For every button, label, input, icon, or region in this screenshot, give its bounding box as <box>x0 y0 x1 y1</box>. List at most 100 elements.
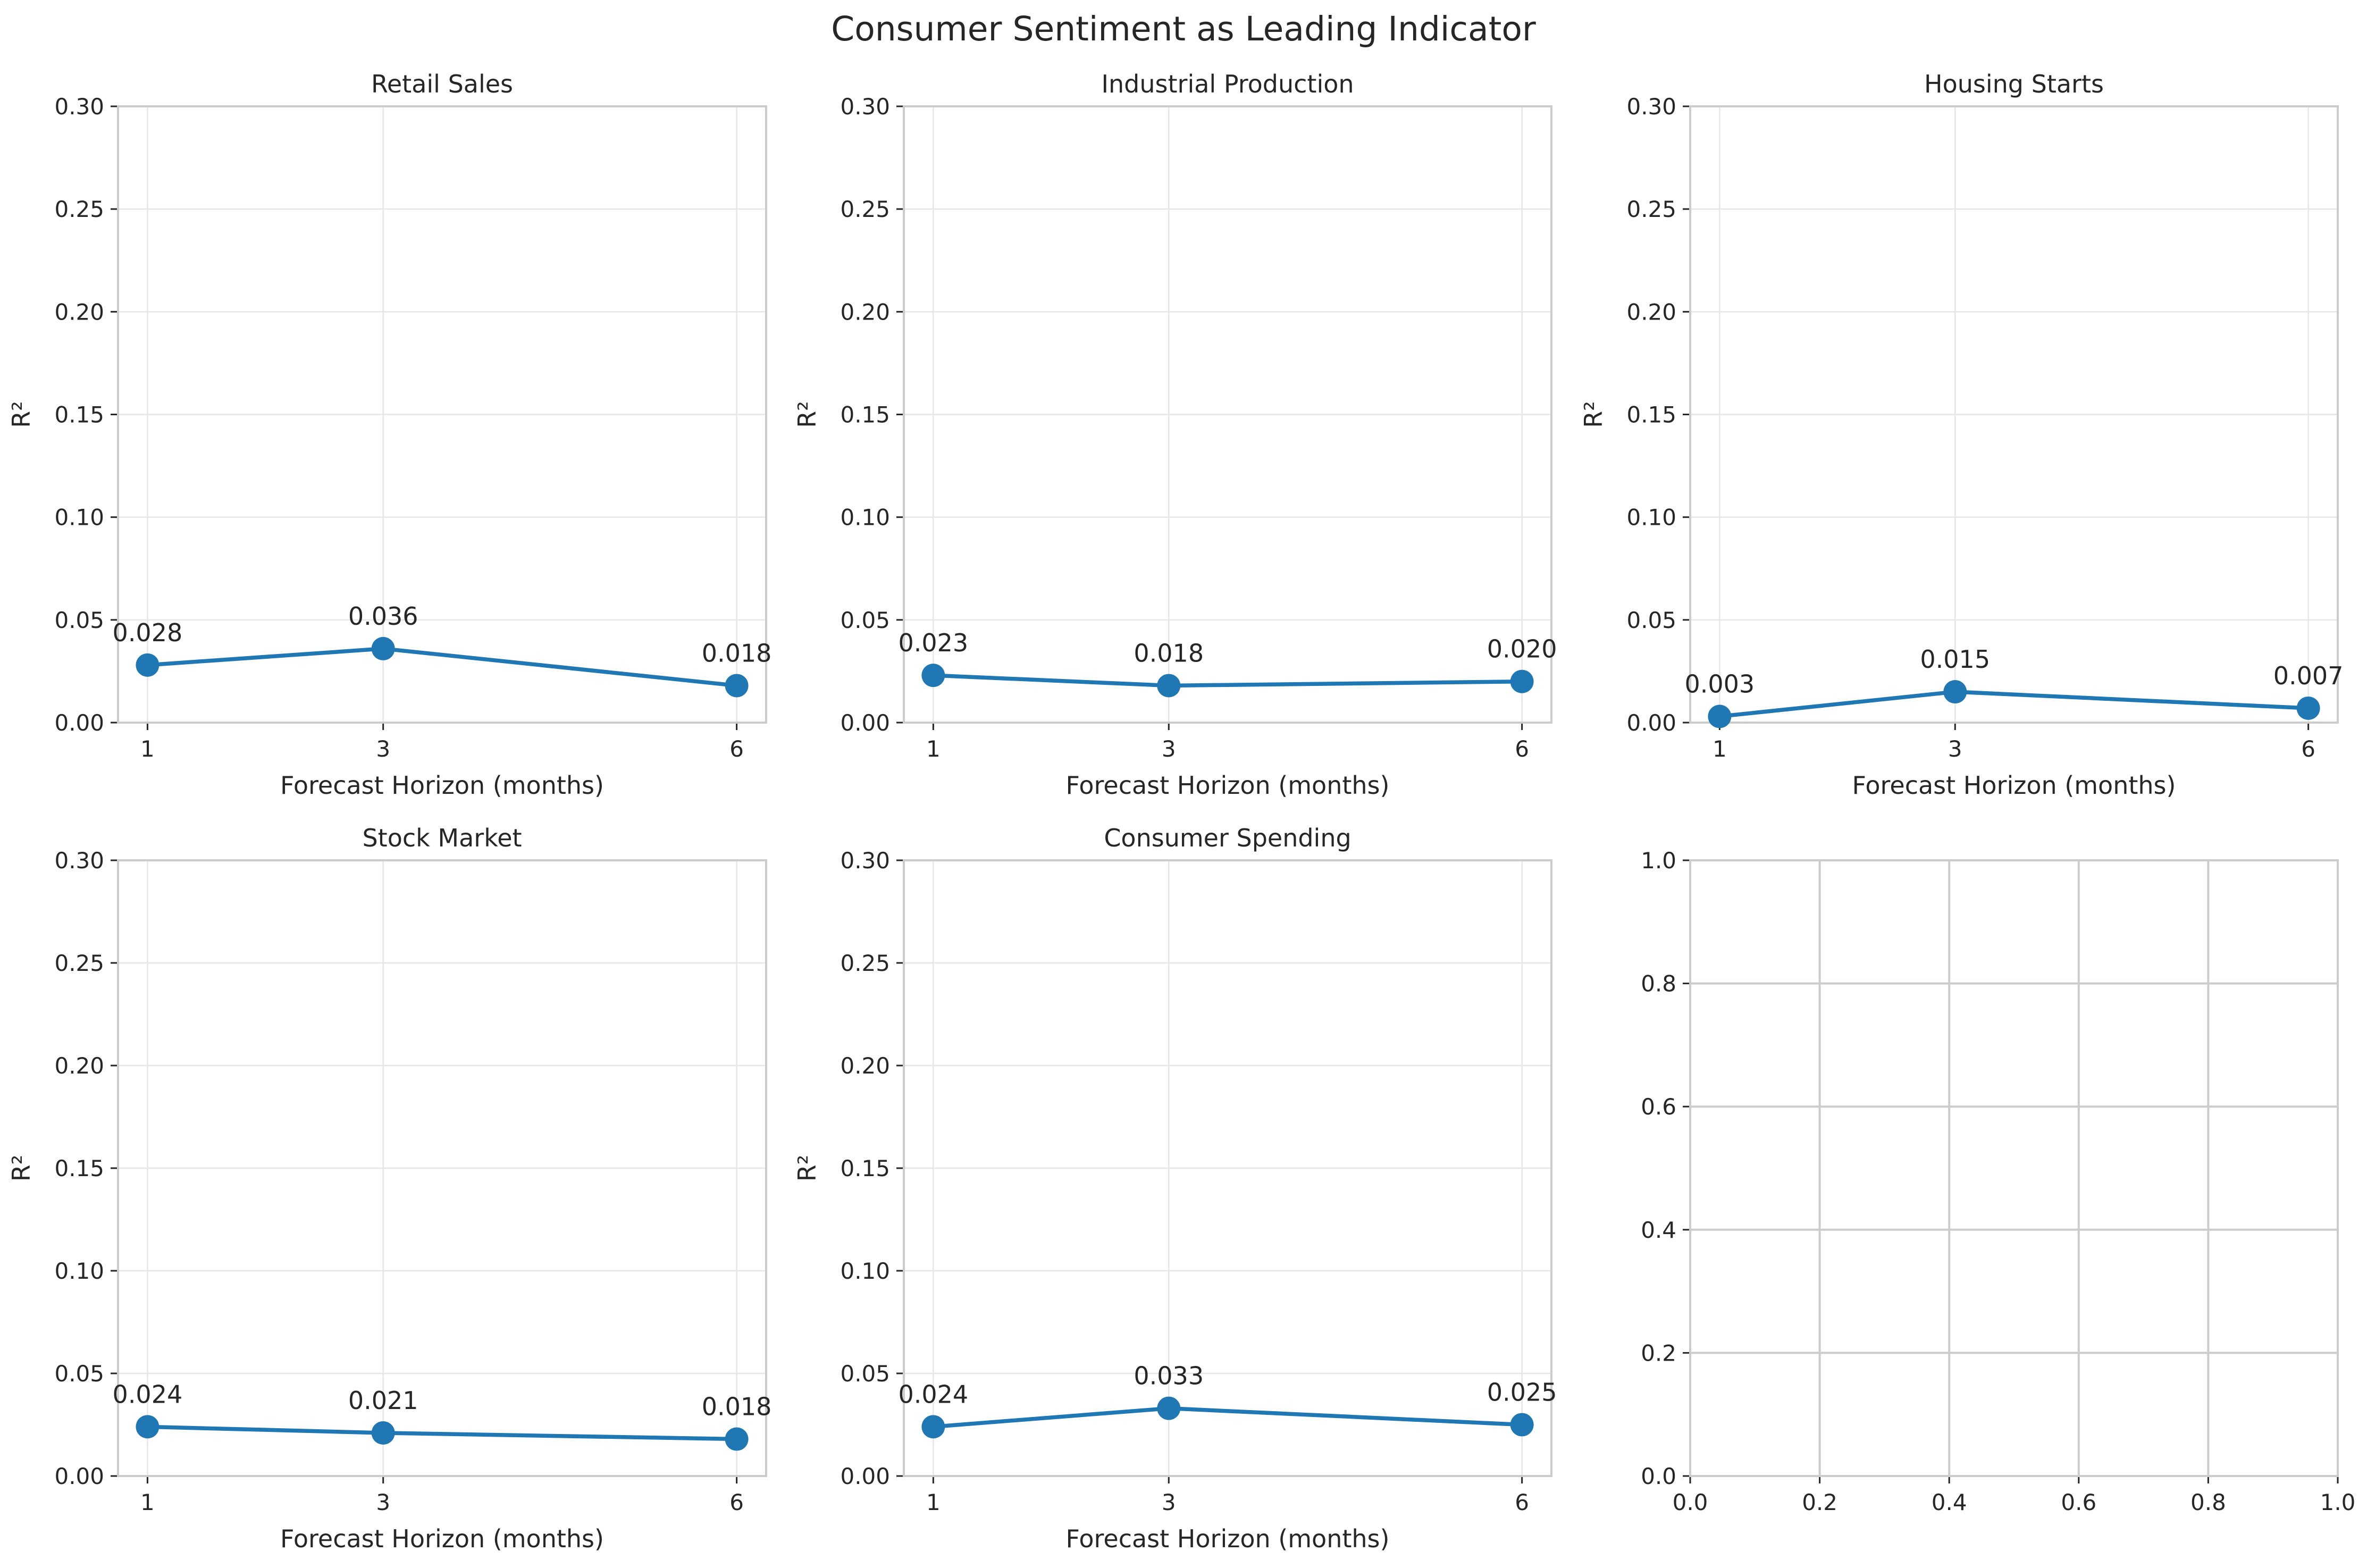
axes-frame <box>903 859 1552 1477</box>
data-point <box>725 1427 749 1451</box>
y-tick-label: 0.10 <box>840 505 890 531</box>
data-point <box>136 1415 160 1439</box>
data-label: 0.018 <box>702 639 772 667</box>
y-tick-label: 0.20 <box>840 299 890 325</box>
y-tick-label: 0.20 <box>840 1053 890 1079</box>
y-tick-label: 0.10 <box>1626 505 1676 531</box>
x-tick-label: 0.4 <box>1932 1489 1967 1515</box>
x-tick-label: 3 <box>1948 736 1962 762</box>
y-axis-label: R² <box>793 401 821 427</box>
y-tick-label: 0.05 <box>54 1361 104 1387</box>
data-label: 0.033 <box>1134 1362 1204 1390</box>
y-axis-label: R² <box>793 1155 821 1181</box>
data-point <box>371 636 395 660</box>
y-tick-label: 0.30 <box>54 94 104 120</box>
axes-frame <box>903 105 1552 724</box>
subplot-title: Retail Sales <box>371 70 513 98</box>
y-tick-label: 0.25 <box>1626 196 1676 222</box>
y-tick-label: 0.30 <box>840 848 890 874</box>
y-tick-label: 0.25 <box>840 950 890 976</box>
y-tick-label: 0.05 <box>1626 607 1676 633</box>
x-tick-label: 6 <box>729 1489 744 1515</box>
x-tick-label: 1.0 <box>2320 1489 2356 1515</box>
x-tick-label: 0.6 <box>2061 1489 2096 1515</box>
data-label: 0.023 <box>899 628 969 657</box>
data-point <box>1708 705 1732 728</box>
y-tick-label: 0.20 <box>1626 299 1676 325</box>
y-axis-label: R² <box>7 401 36 427</box>
subplot-title: Stock Market <box>362 824 522 852</box>
y-tick-label: 0.0 <box>1641 1463 1676 1489</box>
y-tick-label: 0.25 <box>54 196 104 222</box>
x-tick-label: 1 <box>926 1489 941 1515</box>
data-label: 0.021 <box>348 1386 418 1415</box>
data-point <box>1943 680 1967 704</box>
data-point <box>2296 696 2320 720</box>
y-axis-label: R² <box>1579 401 1608 427</box>
data-label: 0.007 <box>2273 661 2344 690</box>
data-label: 0.028 <box>113 618 183 647</box>
x-tick-label: 3 <box>1162 736 1176 762</box>
data-point <box>1157 674 1181 698</box>
x-tick-label: 0.8 <box>2190 1489 2226 1515</box>
y-tick-label: 0.15 <box>54 1155 104 1181</box>
subplot-grid: 0.00 0.05 0.10 0.15 0.20 0.25 0.30 1 3 6 Retail Sa… <box>7 70 2355 1553</box>
y-tick-label: 0.00 <box>54 710 104 736</box>
data-point <box>1157 1396 1181 1420</box>
y-tick-label: 0.25 <box>54 950 104 976</box>
y-tick-label: 0.20 <box>54 1053 104 1079</box>
data-label: 0.036 <box>348 602 418 631</box>
x-tick-label: 1 <box>1713 736 1727 762</box>
data-label: 0.025 <box>1487 1378 1557 1407</box>
axes-frame <box>117 859 767 1477</box>
y-tick-label: 1.0 <box>1641 848 1676 874</box>
y-tick-label: 0.30 <box>840 94 890 120</box>
x-tick-label: 6 <box>1515 1489 1529 1515</box>
data-label: 0.024 <box>113 1380 183 1408</box>
subplot-3: 0.00 0.05 0.10 0.15 0.20 0.25 0.30 1 3 6 Housing S… <box>1579 70 2343 800</box>
y-tick-label: 0.00 <box>1626 710 1676 736</box>
x-tick-label: 3 <box>1162 1489 1176 1515</box>
x-tick-label: 3 <box>376 1489 390 1515</box>
y-tick-label: 0.10 <box>54 1258 104 1284</box>
y-tick-label: 0.20 <box>54 299 104 325</box>
axes-frame <box>1689 859 2339 1477</box>
y-tick-label: 0.15 <box>840 402 890 428</box>
y-tick-label: 0.05 <box>840 607 890 633</box>
subplot-4: 0.00 0.05 0.10 0.15 0.20 0.25 0.30 1 3 6 Stock Mar… <box>7 824 771 1553</box>
y-tick-label: 0.15 <box>1626 402 1676 428</box>
subplot-6: 0.00.0 0.2 0.2 0.4 0.4 0.6 0.6 0.8 0.8 1.0 1.0 <box>1641 848 2355 1515</box>
x-tick-label: 3 <box>376 736 390 762</box>
data-label: 0.003 <box>1685 669 1755 698</box>
subplot-title: Housing Starts <box>1924 70 2104 98</box>
x-tick-label: 1 <box>140 736 155 762</box>
x-tick-label: 1 <box>140 1489 155 1515</box>
x-axis-label: Forecast Horizon (months) <box>280 1524 604 1553</box>
y-tick-label: 0.2 <box>1641 1340 1676 1366</box>
y-axis-label: R² <box>7 1155 36 1181</box>
data-label: 0.018 <box>1134 639 1204 667</box>
data-label: 0.015 <box>1920 645 1990 674</box>
x-tick-label: 1 <box>926 736 941 762</box>
figure-title: Consumer Sentiment as Leading Indicator <box>831 10 1536 48</box>
y-tick-label: 0.10 <box>840 1258 890 1284</box>
y-tick-label: 0.8 <box>1641 971 1676 997</box>
series-line <box>1717 690 2311 719</box>
axes-frame <box>117 105 767 724</box>
y-tick-label: 0.00 <box>840 710 890 736</box>
y-tick-label: 0.30 <box>1626 94 1676 120</box>
y-tick-label: 0.15 <box>840 1155 890 1181</box>
data-point <box>725 674 749 698</box>
data-label: 0.018 <box>702 1393 772 1421</box>
series-line <box>931 1406 1524 1429</box>
data-label: 0.024 <box>899 1380 969 1408</box>
data-point <box>921 1415 945 1439</box>
data-point <box>1510 669 1534 693</box>
subplot-5: 0.00 0.05 0.10 0.15 0.20 0.25 0.30 1 3 6 Consumer … <box>793 824 1557 1553</box>
data-point <box>136 653 160 677</box>
y-tick-label: 0.05 <box>840 1361 890 1387</box>
y-tick-label: 0.00 <box>840 1463 890 1489</box>
axes-frame <box>1689 105 2339 724</box>
x-tick-label: 6 <box>2301 736 2315 762</box>
